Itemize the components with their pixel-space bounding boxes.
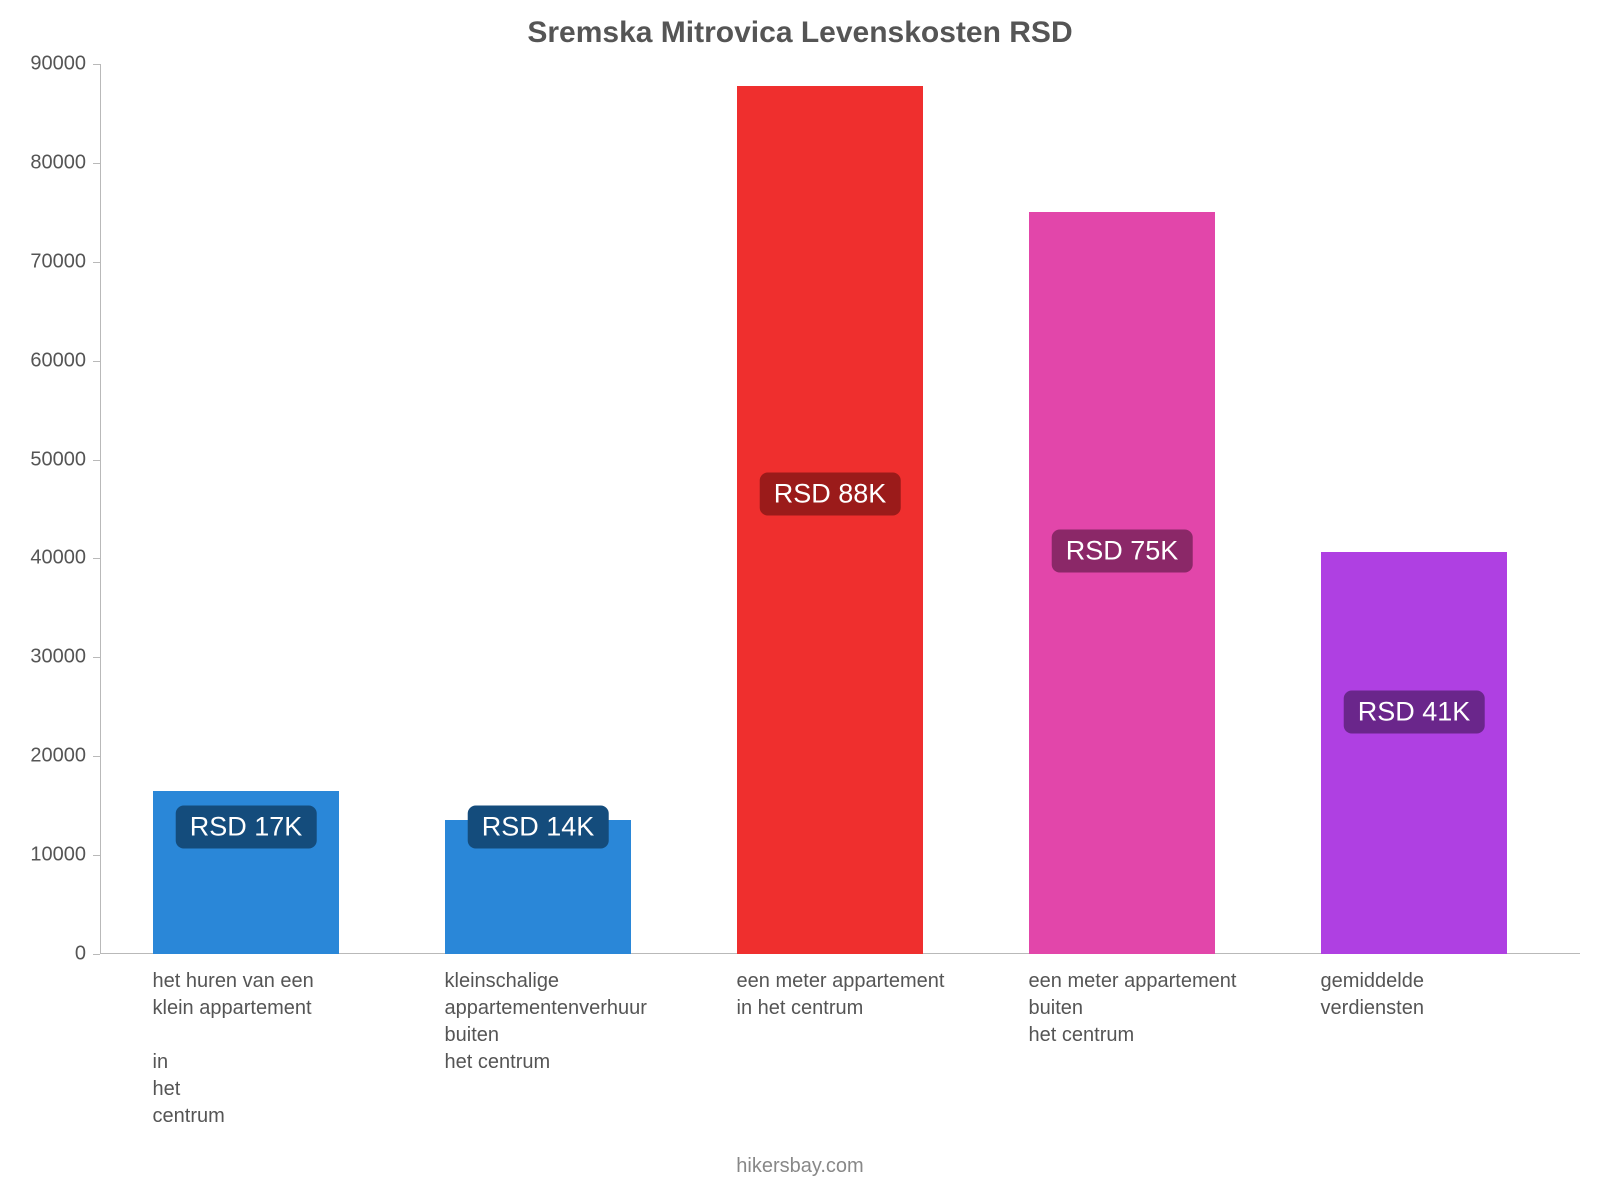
bar xyxy=(737,86,924,954)
y-tick-label: 10000 xyxy=(30,844,100,867)
y-tick-label: 60000 xyxy=(30,349,100,372)
bar xyxy=(1321,552,1508,954)
bar-value-label: RSD 88K xyxy=(760,473,901,516)
plot-area: 0100002000030000400005000060000700008000… xyxy=(100,64,1560,954)
x-category-label: kleinschalige appartementenverhuur buite… xyxy=(445,968,647,1076)
bar-value-label: RSD 17K xyxy=(176,806,317,849)
y-tick-label: 80000 xyxy=(30,151,100,174)
y-tick-label: 20000 xyxy=(30,745,100,768)
bar-value-label: RSD 41K xyxy=(1344,690,1485,733)
x-category-label: een meter appartement buiten het centrum xyxy=(1029,968,1237,1049)
y-tick-label: 70000 xyxy=(30,250,100,273)
y-tick-label: 90000 xyxy=(30,53,100,76)
chart-title: Sremska Mitrovica Levenskosten RSD xyxy=(0,16,1600,50)
bar xyxy=(1029,212,1216,954)
y-axis-line xyxy=(100,64,101,954)
attribution-text: hikersbay.com xyxy=(0,1155,1600,1178)
x-category-label: gemiddelde verdiensten xyxy=(1321,968,1424,1022)
y-tick-label: 40000 xyxy=(30,547,100,570)
y-tick-label: 30000 xyxy=(30,646,100,669)
bar-value-label: RSD 14K xyxy=(468,806,609,849)
chart-container: Sremska Mitrovica Levenskosten RSD 01000… xyxy=(0,0,1600,1200)
bar-value-label: RSD 75K xyxy=(1052,529,1193,572)
x-category-label: een meter appartement in het centrum xyxy=(737,968,945,1022)
y-tick-label: 50000 xyxy=(30,448,100,471)
x-category-label: het huren van een klein appartement in h… xyxy=(153,968,314,1130)
y-tick-label: 0 xyxy=(75,943,100,966)
